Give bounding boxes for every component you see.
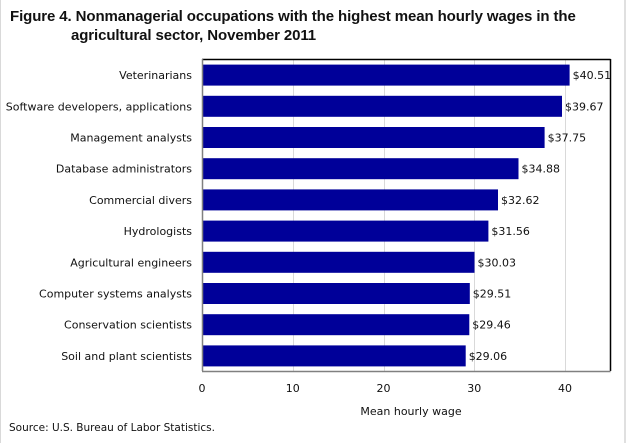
data-label: $32.62 [501,194,540,207]
data-label: $37.75 [548,132,587,145]
chart-title-line-1: Figure 4. Nonmanagerial occupations with… [10,8,576,25]
x-tick-label: 40 [558,382,572,395]
data-label: $29.06 [469,350,508,363]
category-label: Computer systems analysts [39,288,192,301]
bar [202,127,545,148]
bar [202,314,470,336]
bar [202,64,570,86]
category-label: Software developers, applications [6,100,192,113]
bar [202,220,489,242]
bar [202,189,498,211]
category-label: Agricultural engineers [70,256,192,269]
bar [202,345,466,367]
bar [202,158,519,180]
x-tick-label: 20 [377,382,391,395]
bar [202,283,470,304]
plot-frame [201,58,612,373]
category-label: Commercial divers [89,194,192,207]
x-tick-labels: 0 10 20 30 40 [199,382,573,395]
data-label: $31.56 [491,225,530,238]
bars [202,64,570,367]
data-label: $30.03 [478,256,517,269]
x-tick-label: 30 [467,382,481,395]
value-labels: $40.51 $39.67 $37.75 $34.88 $32.62 $31.56 $30.… [469,69,611,363]
source-note: Source: U.S. Bureau of Labor Statistics. [9,422,215,434]
chart-title: Figure 4. Nonmanagerial occupations with… [10,7,576,45]
category-label: Veterinarians [119,69,192,82]
data-label: $34.88 [522,163,561,176]
data-label: $39.67 [565,100,604,113]
category-label: Conservation scientists [64,319,192,332]
bar [202,95,562,117]
data-label: $40.51 [573,69,612,82]
category-label: Management analysts [70,132,192,145]
data-label: $29.46 [472,319,511,332]
page-edge-left [0,0,1,443]
page-edge-right [624,0,626,443]
category-labels: Veterinarians Software developers, applic… [6,69,192,363]
x-tick-label: 10 [286,382,300,395]
bar [202,251,475,273]
data-label: $29.51 [473,288,512,301]
category-label: Soil and plant scientists [61,350,192,363]
category-label: Database administrators [56,163,192,176]
chart-title-line-2: agricultural sector, November 2011 [71,27,317,44]
x-axis-title: Mean hourly wage [360,405,461,418]
category-label: Hydrologists [124,225,193,238]
x-tick-label: 0 [199,382,206,395]
